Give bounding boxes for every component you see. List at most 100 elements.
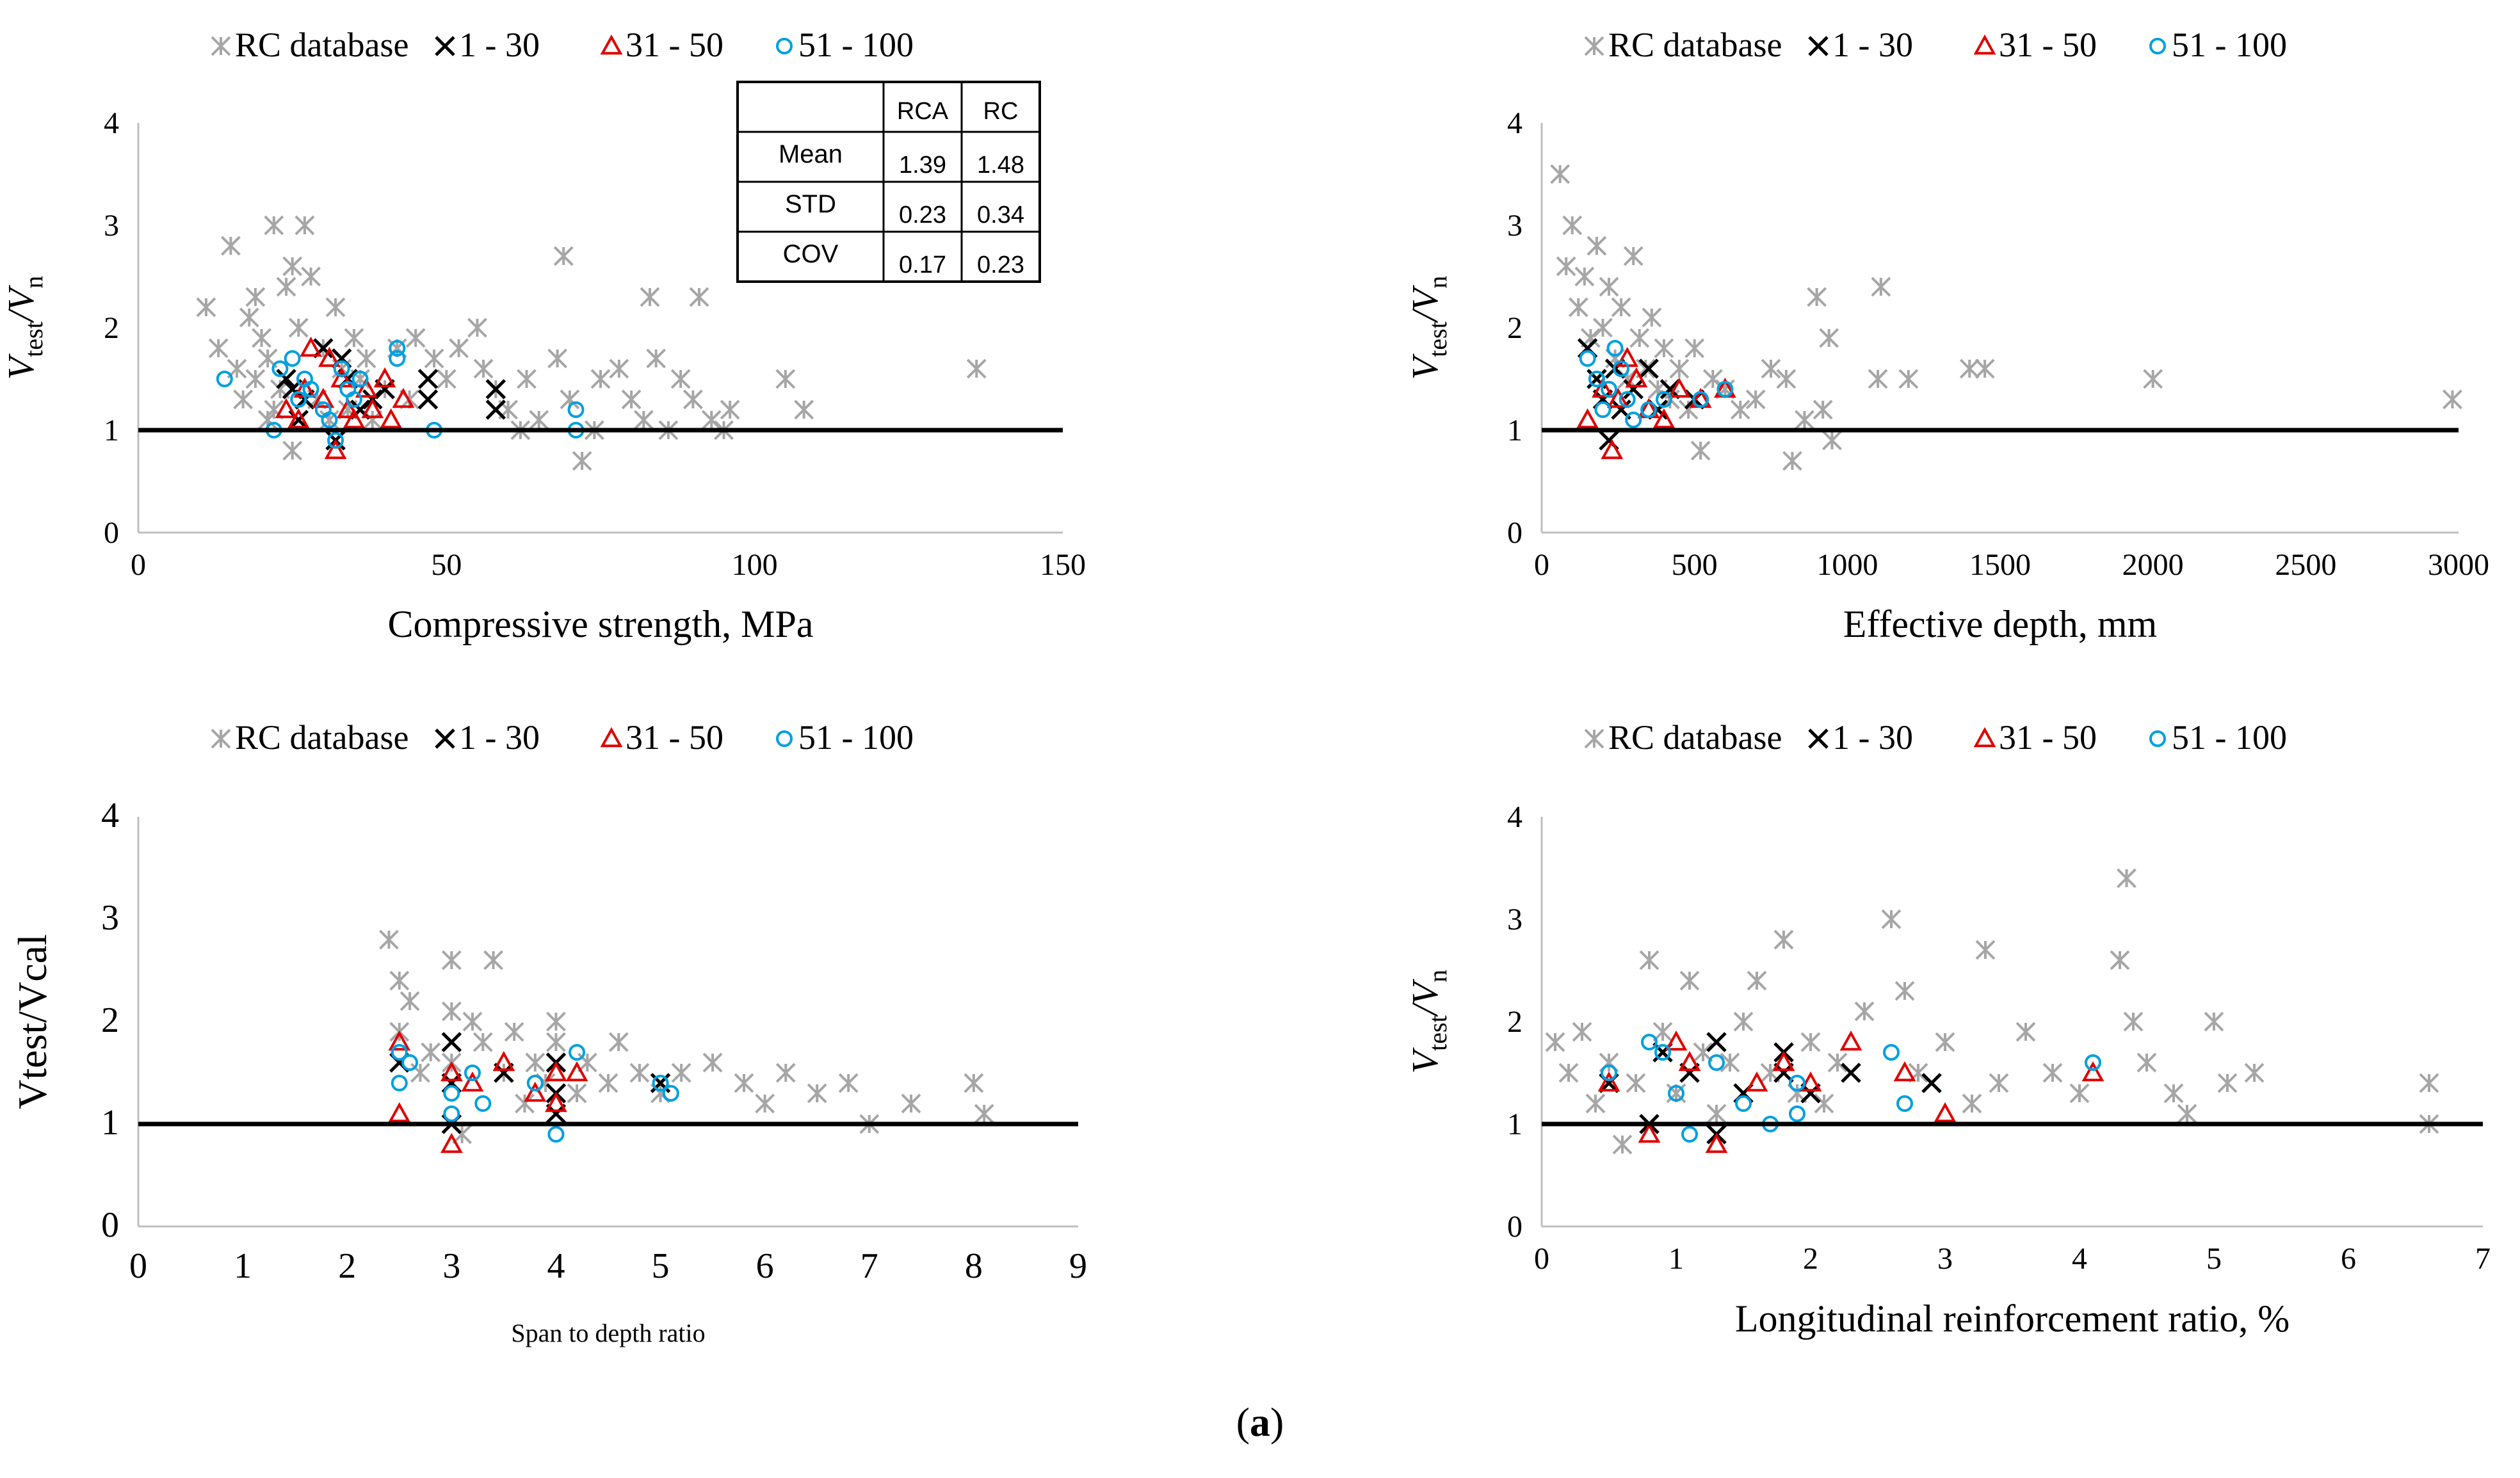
legend-rc-database-label: RC database: [1608, 26, 1782, 64]
y-axis-title: Vtest/Vn: [0, 276, 48, 380]
group-31-50-point: [440, 1132, 463, 1153]
x-axis-title: Compressive strength, MPa: [388, 603, 814, 645]
rc-database-point: [1782, 451, 1802, 471]
rc-database-point: [670, 369, 691, 389]
rc-database-point: [1593, 317, 1613, 338]
stats-table-rca-value: 1.39: [899, 152, 946, 179]
legend-rc-database: RC database: [211, 26, 408, 64]
rc-database-point: [2143, 369, 2163, 389]
group-51-100-point: [1896, 1095, 1913, 1112]
rc-database-point: [775, 1063, 796, 1083]
x-tick-label: 0: [131, 548, 146, 582]
legend-1-30-label: 1 - 30: [459, 26, 540, 64]
rc-database-point: [590, 369, 611, 389]
y-tick-label: 2: [101, 1000, 119, 1040]
legend-31-50-label: 31 - 50: [626, 718, 723, 757]
rc-database-point: [1562, 215, 1583, 236]
x-tick-label: 0: [1534, 1242, 1549, 1276]
legend-rc-database-label: RC database: [235, 718, 408, 757]
rc-database-point: [807, 1083, 827, 1104]
rc-database-point: [640, 287, 660, 307]
group-51-100-point: [776, 38, 793, 54]
rc-database-point: [1623, 246, 1644, 266]
rc-database-point: [504, 1022, 524, 1042]
legend-rc-database: RC database: [1584, 718, 1782, 757]
legend-rc-database: RC database: [211, 718, 408, 757]
rc-database-point: [421, 1042, 441, 1063]
rc-database-point: [608, 1032, 629, 1052]
rc-database-point: [1584, 36, 1604, 56]
rc-database-point: [483, 950, 503, 970]
y-axis-title: Vtest/Vcal: [10, 934, 55, 1109]
group-51-100-point: [474, 1095, 492, 1112]
group-31-50-point: [1601, 438, 1624, 460]
legend-rc-database-label: RC database: [235, 26, 408, 64]
legend-51-100-label: 51 - 100: [798, 26, 914, 64]
group-51-100-point: [391, 1075, 408, 1091]
rc-database-point: [2117, 868, 2136, 888]
rc-database-point: [1642, 307, 1662, 328]
y-axis-label: Vtest/Vcal: [10, 934, 55, 1109]
rc-database-point: [629, 1063, 650, 1083]
rc-database-point: [252, 328, 271, 348]
group-31-50-point: [300, 336, 322, 357]
y-tick-label: 0: [104, 516, 119, 550]
rc-database-point: [436, 369, 456, 389]
rc-database-point: [1599, 277, 1619, 297]
y-tick-label: 2: [104, 311, 119, 345]
group-51-100-point: [1883, 1044, 1900, 1061]
y-axis-label: Vtest/Vn: [1404, 970, 1452, 1074]
y-tick-label: 4: [101, 796, 119, 835]
group-1-30-point: [435, 36, 455, 56]
rc-database-point: [1813, 399, 1833, 420]
series-rc-database: [379, 929, 994, 1145]
group-51-100-point: [1613, 360, 1630, 377]
rc-database-point: [546, 1011, 566, 1032]
rc-database-point: [473, 358, 494, 379]
y-axis-title: Vtest/Vn: [1404, 276, 1452, 380]
x-tick-label: 9: [1069, 1246, 1087, 1286]
group-31-50-point: [1665, 1030, 1688, 1051]
group-31-50-point: [324, 438, 347, 460]
rc-database-point: [1574, 266, 1595, 287]
rc-database-point: [1568, 297, 1588, 317]
x-tick-label: 3000: [2428, 548, 2489, 582]
x-tick-label: 0: [129, 1246, 147, 1286]
group-31-50-point: [392, 387, 415, 408]
rc-database-point: [472, 1032, 493, 1052]
x-tick-label: 2: [1803, 1242, 1818, 1276]
series-51---100: [391, 1044, 679, 1143]
rc-database-point: [1761, 358, 1781, 379]
rc-database-point: [1822, 430, 1842, 451]
rc-database-point: [1626, 1073, 1646, 1093]
rc-database-point: [621, 389, 642, 410]
group-1-30-point: [1706, 1032, 1727, 1052]
group-51-100-point: [526, 1075, 544, 1091]
y-tick-label: 0: [1507, 1210, 1522, 1244]
rc-database-point: [239, 307, 259, 328]
legend-31-50: 31 - 50: [600, 26, 723, 64]
x-tick-label: 8: [965, 1246, 983, 1286]
rc-database-point: [1733, 1011, 1754, 1032]
x-tick-label: 2: [338, 1246, 356, 1286]
stats-table-rca-value: 0.17: [899, 252, 946, 278]
rc-database-point: [1827, 1052, 1848, 1073]
rc-database-point: [467, 317, 487, 338]
stats-table-row-label: STD: [785, 190, 836, 218]
rc-database-point: [2123, 1011, 2144, 1032]
rc-database-point: [1807, 287, 1827, 307]
y-tick-label: 3: [104, 209, 119, 243]
group-51-100-point: [351, 371, 369, 387]
rc-database-point: [245, 287, 266, 307]
y-tick-label: 4: [1507, 106, 1522, 140]
group-51-100-point: [547, 1126, 565, 1143]
series-1---30: [1577, 338, 1705, 451]
rc-database-point: [1814, 1093, 1834, 1114]
rc-database-point: [1684, 338, 1705, 358]
group-31-50-point: [545, 1061, 567, 1082]
group-51-100-point: [2149, 38, 2166, 54]
legend-31-50-label: 31 - 50: [1999, 718, 2097, 757]
group-1-30-point: [1638, 358, 1659, 379]
legend-31-50: 31 - 50: [600, 718, 723, 757]
